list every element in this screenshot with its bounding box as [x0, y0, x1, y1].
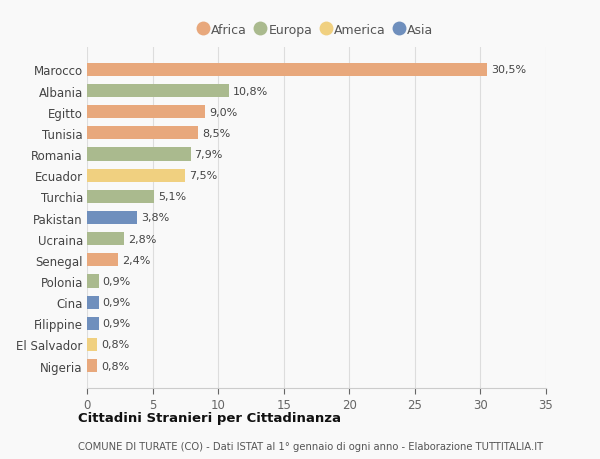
- Text: 8,5%: 8,5%: [202, 129, 230, 139]
- Bar: [87, 169, 185, 182]
- Bar: [87, 106, 205, 119]
- Text: 5,1%: 5,1%: [158, 192, 186, 202]
- Text: 0,9%: 0,9%: [103, 319, 131, 329]
- Bar: [87, 275, 99, 288]
- Text: 9,0%: 9,0%: [209, 107, 237, 118]
- Legend: Africa, Europa, America, Asia: Africa, Europa, America, Asia: [196, 21, 437, 41]
- Text: COMUNE DI TURATE (CO) - Dati ISTAT al 1° gennaio di ogni anno - Elaborazione TUT: COMUNE DI TURATE (CO) - Dati ISTAT al 1°…: [78, 441, 543, 451]
- Text: 3,8%: 3,8%: [141, 213, 169, 223]
- Bar: [87, 359, 97, 372]
- Bar: [87, 190, 154, 203]
- Bar: [87, 296, 99, 309]
- Bar: [87, 85, 229, 98]
- Text: 10,8%: 10,8%: [233, 86, 268, 96]
- Text: 2,4%: 2,4%: [122, 255, 151, 265]
- Bar: [87, 212, 137, 224]
- Text: 2,8%: 2,8%: [128, 234, 156, 244]
- Text: 0,8%: 0,8%: [101, 361, 130, 371]
- Text: 7,9%: 7,9%: [194, 150, 223, 160]
- Bar: [87, 254, 118, 267]
- Text: 0,9%: 0,9%: [103, 276, 131, 286]
- Text: Cittadini Stranieri per Cittadinanza: Cittadini Stranieri per Cittadinanza: [78, 412, 341, 425]
- Bar: [87, 338, 97, 351]
- Bar: [87, 127, 199, 140]
- Bar: [87, 317, 99, 330]
- Bar: [87, 233, 124, 246]
- Bar: [87, 64, 487, 77]
- Text: 0,8%: 0,8%: [101, 340, 130, 350]
- Text: 7,5%: 7,5%: [189, 171, 218, 181]
- Text: 0,9%: 0,9%: [103, 297, 131, 308]
- Bar: [87, 148, 191, 161]
- Text: 30,5%: 30,5%: [491, 65, 526, 75]
